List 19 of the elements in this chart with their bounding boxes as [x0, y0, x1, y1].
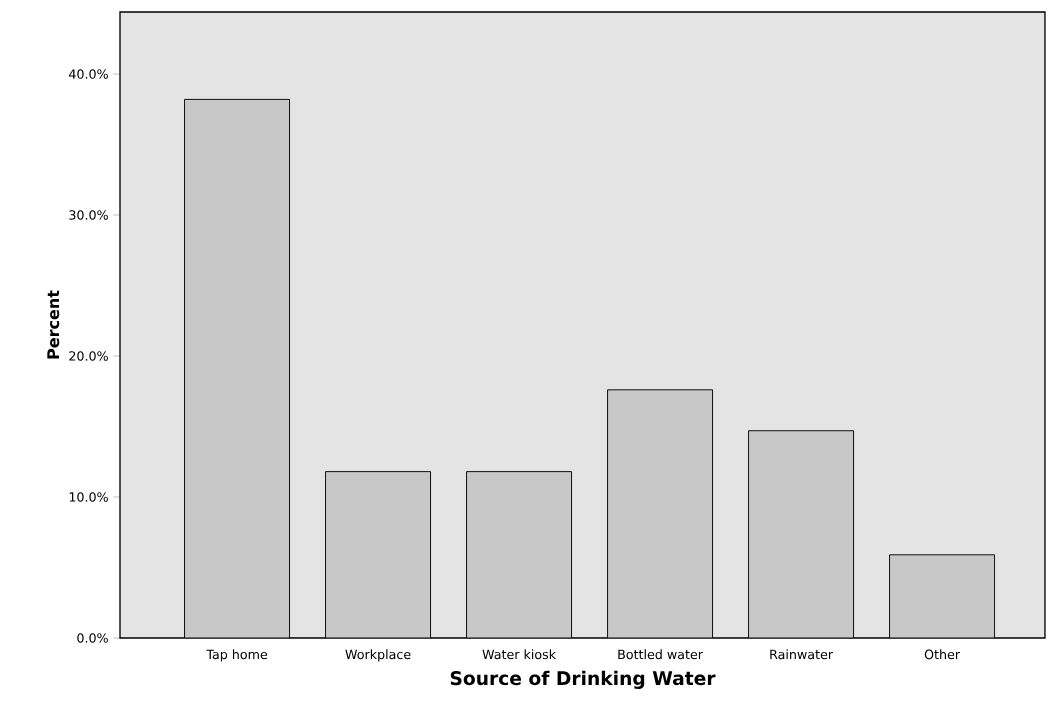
y-tick-label: 0.0%: [77, 633, 108, 643]
x-tick-label: Bottled water: [618, 649, 703, 660]
y-axis-title: Percent: [47, 290, 60, 359]
x-tick-label: Other: [924, 649, 961, 660]
y-tick-label: 20.0%: [69, 351, 108, 361]
bar: [184, 99, 290, 638]
x-tick-label: Water kiosk: [482, 649, 557, 660]
x-tick-label: Rainwater: [770, 649, 834, 660]
x-axis-title: Source of Drinking Water: [450, 670, 716, 689]
x-tick-label: Tap home: [206, 649, 268, 662]
bar: [607, 389, 714, 638]
bar: [889, 554, 996, 638]
x-tick-label: Workplace: [345, 649, 411, 662]
y-tick-label: 40.0%: [69, 69, 108, 79]
bar: [325, 471, 432, 638]
bar: [748, 430, 855, 638]
y-tick-label: 30.0%: [69, 210, 108, 220]
y-tick-label: 10.0%: [69, 492, 108, 502]
bar: [466, 471, 573, 638]
